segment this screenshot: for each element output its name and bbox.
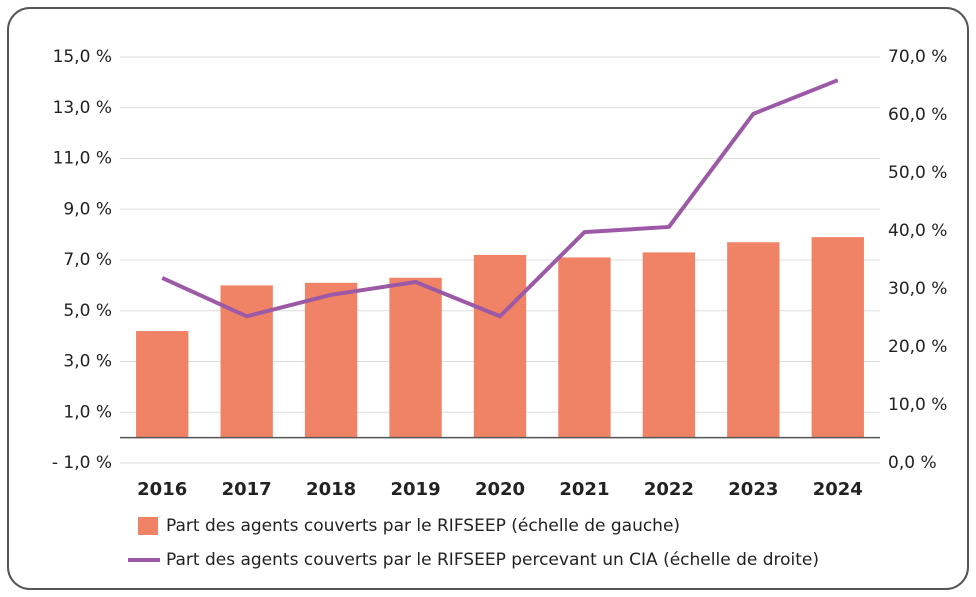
x-tick-label: 2016 [137, 479, 187, 500]
y-tick-label: 15,0 % [53, 47, 112, 67]
y2-tick-label: 60,0 % [888, 105, 947, 125]
y-tick-label: 7,0 % [63, 250, 112, 270]
y2-tick-label: 0,0 % [888, 453, 937, 473]
x-tick-label: 2023 [728, 479, 778, 500]
y-tick-label: 9,0 % [63, 199, 112, 219]
bar [727, 242, 780, 438]
bar [811, 237, 864, 438]
x-tick-label: 2017 [222, 479, 272, 500]
y-tick-label: 11,0 % [53, 149, 112, 169]
bar [473, 254, 527, 438]
x-tick-label: 2020 [475, 479, 525, 500]
bar [558, 257, 611, 438]
x-tick-label: 2022 [644, 479, 694, 500]
y-tick-label: 13,0 % [53, 98, 112, 118]
y2-tick-label: 10,0 % [888, 395, 947, 415]
x-tick-label: 2019 [391, 479, 441, 500]
bar [304, 282, 358, 438]
y-tick-label: 1,0 % [63, 402, 112, 422]
bar [389, 277, 442, 438]
y2-tick-label: 20,0 % [888, 337, 947, 357]
y2-tick-label: 50,0 % [888, 163, 947, 183]
bar [136, 331, 189, 438]
line [161, 78, 839, 319]
y2-tick-label: 30,0 % [888, 279, 947, 299]
y-tick-label: 3,0 % [63, 352, 112, 372]
x-tick-label: 2024 [813, 479, 863, 500]
y2-tick-label: 70,0 % [888, 47, 947, 67]
bar [642, 252, 696, 438]
y-tick-label: - 1,0 % [52, 453, 112, 473]
y-tick-label: 5,0 % [63, 301, 112, 321]
x-tick-label: 2021 [559, 479, 609, 500]
legend-label: Part des agents couverts par le RIFSEEP … [166, 516, 680, 536]
legend-label: Part des agents couverts par le RIFSEEP … [166, 550, 819, 570]
legend-swatch [138, 517, 158, 535]
y2-tick-label: 40,0 % [888, 221, 947, 241]
x-tick-label: 2018 [306, 479, 356, 500]
